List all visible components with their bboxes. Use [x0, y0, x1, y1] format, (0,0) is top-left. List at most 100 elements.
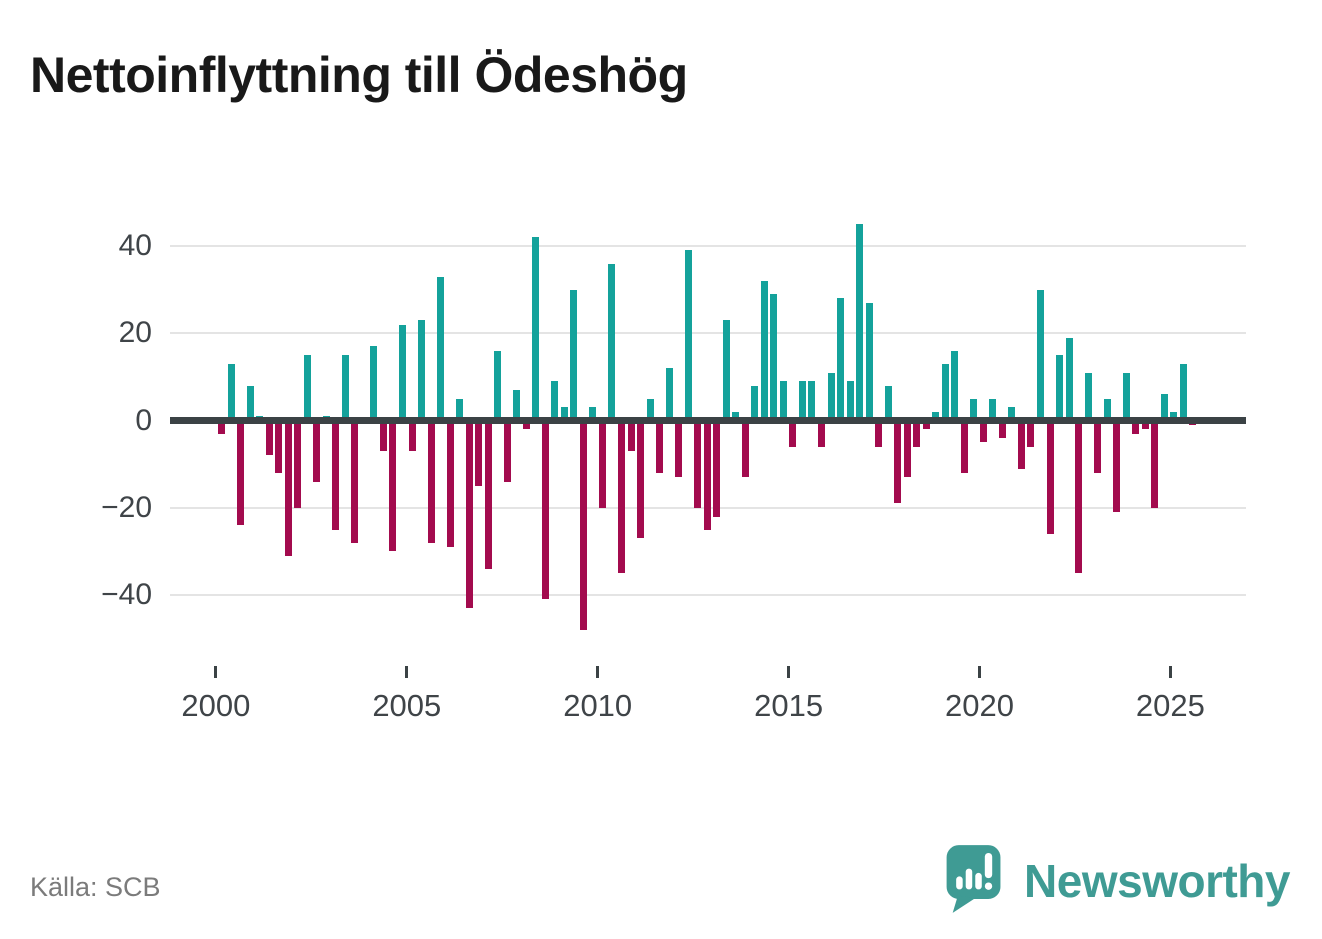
bar-2013-q2: [722, 320, 730, 421]
y-axis-tick-label: 40: [118, 229, 152, 262]
bar-2019-q1: [941, 363, 949, 421]
bar-2025-q2: [1179, 363, 1187, 421]
bar-2008-q1: [522, 420, 530, 430]
bar-2018-q1: [903, 420, 911, 478]
bar-2012-q4: [703, 420, 711, 530]
bar-2016-q3: [846, 381, 854, 421]
bar-2015-q2: [798, 381, 806, 421]
bar-2008-q2: [532, 237, 540, 421]
bar-2003-q2: [341, 355, 349, 421]
chart-title: Nettoinflyttning till Ödeshög: [30, 47, 688, 103]
bar-2011-q2: [646, 398, 654, 421]
bar-2006-q4: [475, 420, 483, 486]
bar-2021-q1: [1017, 420, 1025, 469]
bar-2010-q2: [608, 263, 616, 421]
bar-2016-q1: [827, 372, 835, 421]
bar-2023-q4: [1122, 372, 1130, 421]
bar-2005-q3: [427, 420, 435, 543]
y-axis-tick-label: −20: [101, 490, 152, 524]
bar-2021-q2: [1027, 420, 1035, 447]
bar-2008-q3: [541, 420, 549, 600]
bar-2003-q3: [351, 420, 359, 543]
source-text: Källa: SCB: [30, 872, 161, 902]
x-axis-tick-2000: [214, 666, 218, 678]
bar-2005-q1: [408, 420, 416, 451]
bar-2001-q4: [284, 420, 292, 556]
bar-2022-q4: [1084, 372, 1092, 421]
bar-2024-q4: [1160, 394, 1168, 421]
y-axis-tick-label: −40: [101, 578, 152, 611]
bar-2015-q3: [808, 381, 816, 421]
bar-2025-q1: [1170, 411, 1178, 421]
bar-2012-q2: [684, 250, 692, 421]
bar-2004-q2: [379, 420, 387, 451]
bar-2007-q1: [484, 420, 492, 569]
bar-2014-q2: [760, 280, 768, 421]
bar-2021-q4: [1046, 420, 1054, 534]
newsworthy-speech-bubble-bar-chart-icon: [944, 843, 1010, 920]
bar-2007-q4: [513, 390, 521, 421]
bar-2023-q3: [1113, 420, 1121, 513]
bar-2001-q3: [275, 420, 283, 473]
bar-2000-q3: [237, 420, 244, 526]
bar-2009-q4: [589, 407, 597, 421]
x-axis-tick-label: 2015: [754, 688, 824, 723]
bar-2017-q4: [894, 420, 902, 504]
bar-2018-q3: [922, 420, 930, 430]
bar-2017-q1: [865, 302, 873, 421]
bar-2008-q4: [551, 381, 559, 421]
bar-2019-q2: [951, 350, 959, 421]
bar-2010-q4: [627, 420, 635, 451]
bar-2011-q1: [637, 420, 644, 539]
newsworthy-wordmark: Newsworthy: [1024, 855, 1290, 907]
bar-2000-q1: [218, 420, 225, 434]
bar-2015-q4: [817, 420, 825, 447]
x-axis-tick-2020: [978, 666, 981, 678]
bar-2000-q4: [246, 385, 254, 421]
bar-2017-q2: [875, 420, 883, 447]
x-axis-tick-label: 2025: [1135, 688, 1205, 723]
x-axis-tick-label: 2020: [945, 688, 1014, 723]
bar-2003-q1: [332, 420, 340, 530]
bar-2009-q3: [579, 420, 587, 630]
bar-2015-q1: [789, 420, 797, 447]
bar-2016-q4: [856, 224, 863, 421]
bar-2024-q1: [1132, 420, 1140, 434]
bar-2006-q1: [446, 420, 454, 547]
bar-2002-q1: [294, 420, 302, 508]
bar-2020-q2: [989, 398, 997, 421]
bar-2014-q4: [779, 381, 787, 421]
bar-2021-q3: [1037, 289, 1044, 421]
bar-2000-q2: [227, 363, 235, 421]
bar-2012-q3: [694, 420, 702, 508]
bar-2017-q3: [884, 385, 892, 421]
bar-2006-q2: [456, 398, 464, 421]
newsworthy-logo: Newsworthy: [944, 844, 1290, 918]
bar-2020-q1: [979, 420, 987, 443]
bar-2022-q3: [1075, 420, 1082, 574]
bar-2004-q4: [398, 324, 406, 421]
x-axis-tick-2010: [596, 666, 600, 678]
bar-2009-q2: [570, 289, 578, 421]
bar-2013-q1: [713, 420, 721, 517]
bar-2018-q4: [932, 411, 940, 421]
bar-2018-q2: [913, 420, 921, 447]
bar-2005-q2: [418, 320, 425, 421]
bar-2023-q1: [1094, 420, 1102, 473]
bar-2019-q3: [960, 420, 968, 473]
bar-2023-q2: [1103, 398, 1111, 421]
bar-2001-q2: [265, 420, 273, 456]
bar-2019-q4: [970, 398, 978, 421]
bar-2020-q4: [1008, 407, 1016, 421]
bar-2013-q4: [741, 420, 749, 478]
x-axis-tick-label: 2000: [181, 688, 251, 723]
x-axis-zero-line: [170, 417, 1246, 424]
x-axis-tick-2005: [405, 666, 409, 678]
x-axis-tick-2015: [787, 666, 791, 678]
bar-2007-q3: [503, 420, 511, 482]
bar-2006-q3: [465, 420, 473, 609]
bar-2004-q3: [389, 420, 397, 552]
bar-2011-q3: [656, 420, 663, 473]
bar-2010-q3: [618, 420, 625, 574]
bar-2012-q1: [675, 420, 683, 478]
